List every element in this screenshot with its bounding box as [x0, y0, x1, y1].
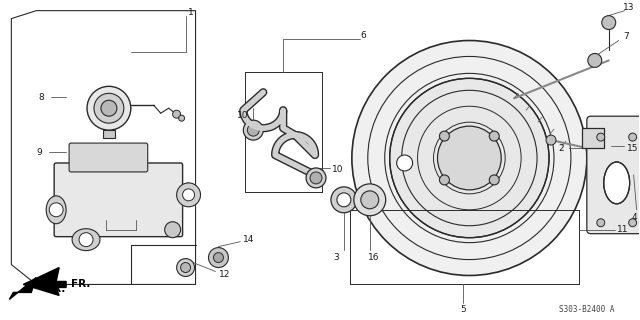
Polygon shape [10, 277, 36, 300]
Circle shape [440, 131, 449, 141]
Text: FR.: FR. [46, 284, 65, 294]
Text: 10: 10 [237, 111, 248, 120]
FancyBboxPatch shape [69, 143, 148, 172]
Circle shape [180, 262, 191, 273]
Circle shape [489, 131, 499, 141]
Circle shape [440, 175, 449, 185]
Circle shape [354, 184, 386, 216]
Circle shape [361, 191, 379, 209]
Text: 12: 12 [219, 270, 230, 279]
Circle shape [173, 110, 180, 118]
Circle shape [214, 252, 223, 262]
Circle shape [247, 124, 259, 136]
Bar [103, 130, 115, 138]
FancyBboxPatch shape [587, 116, 640, 234]
Ellipse shape [90, 145, 128, 159]
Text: 9: 9 [36, 148, 42, 156]
Text: FR.: FR. [71, 279, 91, 290]
Ellipse shape [46, 196, 66, 224]
Circle shape [87, 86, 131, 130]
Circle shape [546, 135, 556, 145]
Bar [582, 128, 604, 148]
Circle shape [310, 172, 322, 184]
Circle shape [602, 16, 616, 29]
Text: 15: 15 [627, 144, 638, 153]
Circle shape [628, 219, 637, 227]
Circle shape [397, 155, 413, 171]
Circle shape [94, 93, 124, 123]
Circle shape [331, 187, 357, 213]
Circle shape [49, 203, 63, 217]
Circle shape [209, 248, 228, 268]
Circle shape [390, 78, 549, 238]
Circle shape [588, 53, 602, 68]
Text: 3: 3 [333, 253, 339, 262]
Text: 16: 16 [368, 253, 380, 262]
Circle shape [337, 193, 351, 207]
Circle shape [179, 115, 184, 121]
Circle shape [628, 133, 637, 141]
Circle shape [596, 133, 605, 141]
Circle shape [182, 189, 195, 201]
Circle shape [438, 126, 501, 190]
Text: 13: 13 [623, 3, 634, 12]
Ellipse shape [72, 229, 100, 251]
Circle shape [596, 219, 605, 227]
Text: 14: 14 [243, 235, 254, 244]
Text: 11: 11 [617, 225, 628, 234]
Text: 6: 6 [360, 31, 365, 40]
Circle shape [101, 100, 117, 116]
Polygon shape [23, 268, 66, 295]
Circle shape [164, 222, 180, 238]
Circle shape [352, 41, 587, 276]
Circle shape [79, 233, 93, 247]
Circle shape [177, 259, 195, 276]
Ellipse shape [96, 148, 122, 156]
Text: 7: 7 [623, 32, 628, 41]
Text: 4: 4 [632, 213, 637, 222]
Text: 10: 10 [332, 165, 344, 174]
Text: 8: 8 [38, 93, 44, 102]
Text: 5: 5 [461, 305, 467, 314]
Circle shape [306, 168, 326, 188]
Text: S303-B2400 A: S303-B2400 A [559, 305, 614, 314]
Text: 2: 2 [558, 144, 564, 153]
Circle shape [489, 175, 499, 185]
Circle shape [243, 120, 263, 140]
Circle shape [177, 183, 200, 207]
Text: 1: 1 [188, 8, 193, 17]
FancyBboxPatch shape [54, 163, 182, 237]
Ellipse shape [604, 162, 630, 204]
